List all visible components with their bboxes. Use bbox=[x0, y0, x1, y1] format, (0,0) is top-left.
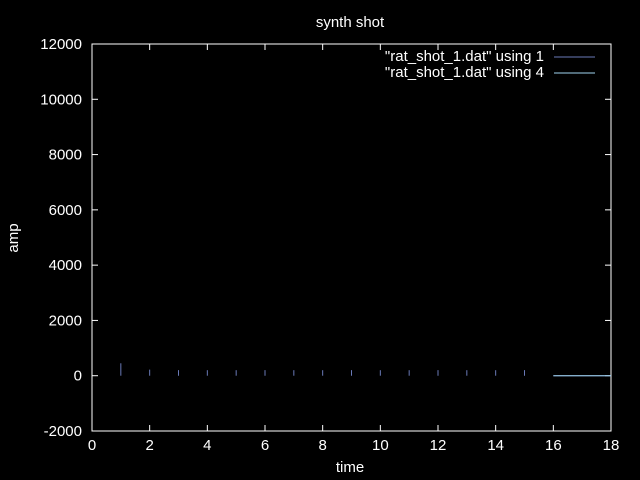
y-tick-label: 6000 bbox=[49, 202, 82, 219]
y-tick-label: -2000 bbox=[44, 423, 82, 440]
x-tick-label: 8 bbox=[318, 437, 326, 454]
x-tick-label: 10 bbox=[372, 437, 389, 454]
x-axis-ticks: 0 2 4 6 8 10 12 14 16 18 bbox=[88, 44, 620, 454]
x-tick-label: 18 bbox=[603, 437, 620, 454]
x-tick-label: 2 bbox=[145, 437, 153, 454]
chart-title: synth shot bbox=[316, 14, 385, 31]
x-tick-label: 16 bbox=[545, 437, 562, 454]
y-tick-label: 10000 bbox=[40, 91, 82, 108]
x-tick-label: 6 bbox=[261, 437, 269, 454]
x-tick-label: 0 bbox=[88, 437, 96, 454]
x-tick-label: 14 bbox=[487, 437, 504, 454]
y-axis-label: amp bbox=[5, 223, 22, 252]
series-layer bbox=[120, 363, 611, 377]
x-tick-label: 4 bbox=[203, 437, 211, 454]
x-tick-label: 12 bbox=[430, 437, 447, 454]
y-tick-label: 4000 bbox=[49, 257, 82, 274]
legend-label-series-2: "rat_shot_1.dat" using 4 bbox=[385, 64, 544, 81]
y-axis-ticks: -2000 0 2000 4000 6000 8000 10000 12000 bbox=[40, 36, 611, 440]
x-axis-label: time bbox=[336, 459, 364, 476]
plot-frame bbox=[91, 43, 612, 432]
y-tick-label: 12000 bbox=[40, 36, 82, 53]
y-tick-label: 2000 bbox=[49, 312, 82, 329]
y-tick-label: 8000 bbox=[49, 147, 82, 164]
legend-label-series-1: "rat_shot_1.dat" using 1 bbox=[385, 48, 544, 65]
y-tick-label: 0 bbox=[74, 368, 82, 385]
legend: "rat_shot_1.dat" using 1 "rat_shot_1.dat… bbox=[385, 48, 595, 81]
